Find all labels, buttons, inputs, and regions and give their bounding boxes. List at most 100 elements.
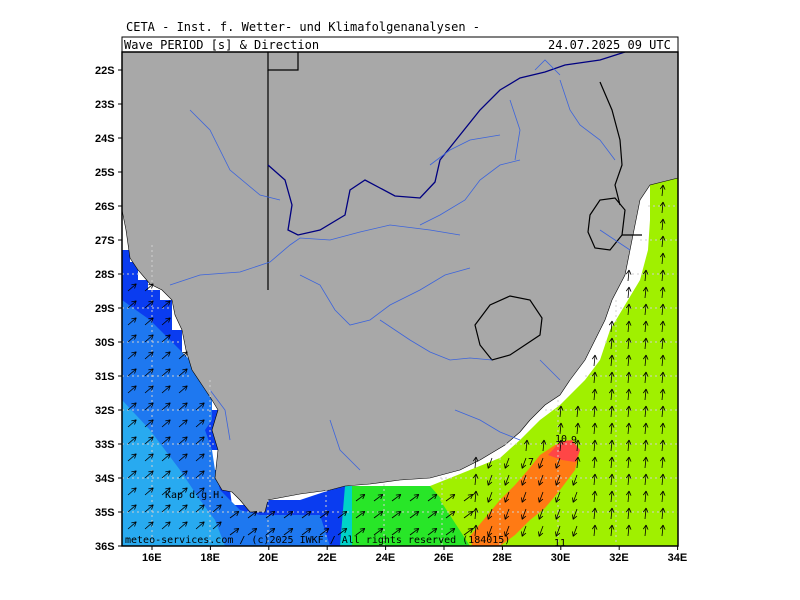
direction-arrow [659, 269, 666, 282]
direction-arrow [391, 511, 402, 519]
direction-arrow [161, 504, 171, 513]
direction-arrow [161, 368, 171, 377]
lon-label-26e: 26E [434, 552, 454, 564]
direction-arrow [265, 528, 276, 536]
direction-arrow [572, 491, 578, 503]
graticule [122, 205, 678, 546]
direction-arrow [472, 490, 479, 503]
direction-arrow [572, 474, 578, 486]
direction-arrow [127, 334, 137, 343]
direction-arrow [555, 474, 561, 486]
direction-arrow [319, 511, 330, 519]
direction-arrow [642, 439, 649, 452]
direction-arrow [337, 511, 348, 519]
direction-arrow [265, 511, 276, 519]
direction-arrow [161, 402, 171, 411]
direction-arrow [521, 457, 527, 469]
direction-arrow [504, 491, 510, 503]
direction-arrow [608, 507, 615, 520]
direction-arrow [144, 419, 154, 428]
direction-arrow [195, 453, 205, 462]
direction-arrow [212, 521, 222, 530]
direction-arrow [463, 528, 474, 536]
direction-arrow [127, 351, 137, 360]
direction-arrow [504, 508, 510, 520]
direction-arrow [659, 456, 666, 469]
direction-arrow [608, 524, 615, 537]
direction-arrow [127, 453, 137, 462]
latitude-axis: 22S 23S 24S 25S 26S 27S 28S 29S 30S 31S 32S 33S 34S 3… [95, 65, 122, 553]
direction-arrow [608, 354, 615, 367]
direction-arrow [591, 524, 598, 537]
direction-arrow [642, 371, 649, 384]
direction-arrow [659, 337, 666, 350]
direction-arrow [127, 521, 137, 530]
direction-arrow [301, 511, 312, 519]
direction-arrow [472, 473, 479, 486]
direction-arrow [144, 300, 154, 309]
direction-arrow [463, 511, 474, 519]
direction-arrow [487, 457, 493, 469]
direction-arrow [127, 368, 137, 377]
direction-arrow [557, 422, 564, 435]
direction-arrow [625, 371, 632, 384]
direction-arrow [540, 439, 547, 452]
direction-arrow [391, 528, 402, 536]
direction-arrow [161, 317, 171, 326]
direction-arrow [504, 525, 510, 537]
lat-label-26s: 26S [95, 201, 115, 213]
border-botswana [267, 52, 626, 236]
direction-arrow [161, 300, 171, 309]
place-label-cape: Kap d.g.H. [165, 490, 225, 501]
lat-label-32s: 32S [95, 405, 115, 417]
direction-arrow [608, 337, 615, 350]
direction-arrow [659, 524, 666, 537]
direction-arrow [538, 525, 544, 537]
lat-label-33s: 33S [95, 439, 115, 451]
direction-arrow [229, 528, 240, 536]
direction-arrow [659, 252, 666, 265]
direction-arrow [625, 524, 632, 537]
direction-arrow [574, 456, 581, 469]
direction-arrow [355, 494, 366, 502]
direction-arrow [178, 368, 188, 377]
direction-arrow [144, 317, 154, 326]
direction-arrow [195, 521, 205, 530]
direction-arrow [178, 521, 188, 530]
direction-arrow [572, 508, 578, 520]
direction-arrow [591, 456, 598, 469]
direction-arrow [591, 439, 598, 452]
direction-arrow [608, 473, 615, 486]
direction-arrow [659, 218, 666, 231]
direction-arrow [625, 354, 632, 367]
lat-label-36s: 36S [95, 541, 115, 553]
direction-arrow [144, 351, 154, 360]
direction-arrow [487, 491, 493, 503]
direction-arrow [642, 490, 649, 503]
direction-arrow [178, 453, 188, 462]
direction-arrow [472, 524, 479, 537]
direction-arrow [178, 351, 188, 360]
direction-arrow [591, 405, 598, 418]
direction-arrow [608, 371, 615, 384]
direction-arrow [247, 511, 258, 519]
direction-arrow [659, 303, 666, 316]
direction-arrow [538, 508, 544, 520]
direction-arrow [642, 354, 649, 367]
direction-arrow [521, 474, 527, 486]
direction-arrow [337, 528, 348, 536]
direction-arrow [538, 457, 544, 469]
direction-arrow [642, 286, 649, 299]
direction-arrow [574, 422, 581, 435]
direction-arrow [608, 456, 615, 469]
direction-arrow [608, 320, 615, 333]
direction-arrow [555, 457, 561, 469]
direction-arrow [127, 283, 137, 292]
direction-arrow [487, 525, 493, 537]
direction-arrow [608, 439, 615, 452]
direction-arrow [625, 439, 632, 452]
direction-arrow [572, 525, 578, 537]
lon-label-20e: 20E [259, 552, 279, 564]
direction-arrow [523, 439, 530, 452]
lon-label-28e: 28E [492, 552, 512, 564]
